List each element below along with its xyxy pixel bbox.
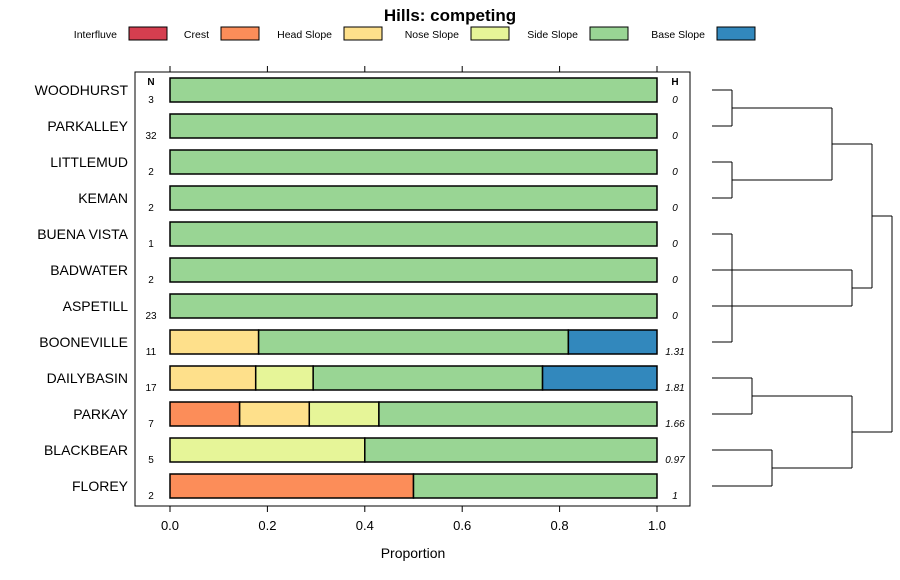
legend-label-side-slope: Side Slope <box>527 29 578 41</box>
bar-keman-side-slope <box>169 185 658 211</box>
bar-florey-crest <box>169 473 415 499</box>
legend-swatch-crest <box>220 26 260 41</box>
bar-booneville-head-slope <box>169 329 260 355</box>
x-axis: 0.0 0.2 0.4 0.6 0.8 1.0 <box>161 66 666 533</box>
bar-parkalley-side-slope <box>169 113 658 139</box>
bar-dailybasin-base-slope <box>541 365 658 391</box>
category-label-littlemud: LITTLEMUD <box>50 154 128 170</box>
bar-buena-vista-side-slope <box>169 221 658 247</box>
dendrogram <box>712 89 893 487</box>
n-value-woodhurst: 3 <box>148 95 154 106</box>
x-tick-label-0: 0.0 <box>161 518 179 533</box>
bar-blackbear-nose-slope <box>169 437 366 463</box>
bar-aspetill-side-slope <box>169 293 658 319</box>
bar-florey-side-slope <box>412 473 658 499</box>
category-label-woodhurst: WOODHURST <box>35 82 129 98</box>
x-tick-label-4: 0.8 <box>551 518 569 533</box>
x-tick-label-2: 0.4 <box>356 518 374 533</box>
h-value-dailybasin: 1.81 <box>665 383 684 394</box>
bar-blackbear-side-slope <box>364 437 658 463</box>
bars <box>169 77 658 499</box>
bar-parkay-nose-slope <box>308 401 380 427</box>
legend-label-head-slope: Head Slope <box>277 29 332 41</box>
bar-parkay-head-slope <box>238 401 311 427</box>
h-value-buena-vista: 0 <box>672 239 678 250</box>
x-tick-label-1: 0.2 <box>258 518 276 533</box>
bar-booneville-side-slope <box>257 329 570 355</box>
bar-dailybasin-side-slope <box>312 365 544 391</box>
legend-swatch-head-slope <box>343 26 383 41</box>
category-label-blackbear: BLACKBEAR <box>44 442 128 458</box>
h-value-littlemud: 0 <box>672 167 678 178</box>
legend-swatch-side-slope <box>589 26 629 41</box>
bar-parkay-crest <box>169 401 241 427</box>
h-value-booneville: 1.31 <box>665 347 684 358</box>
n-value-badwater: 2 <box>148 275 154 286</box>
bar-parkay-side-slope <box>378 401 658 427</box>
n-value-parkay: 7 <box>148 419 154 430</box>
n-value-dailybasin: 17 <box>145 383 157 394</box>
legend: Interfluve Crest Head Slope Nose Slope Side … <box>74 26 756 41</box>
h-column-header: H <box>671 77 678 88</box>
bar-booneville-base-slope <box>567 329 658 355</box>
bar-dailybasin-nose-slope <box>254 365 314 391</box>
category-label-buena-vista: BUENA VISTA <box>37 226 128 242</box>
category-label-booneville: BOONEVILLE <box>39 334 128 350</box>
n-value-booneville: 11 <box>146 347 157 358</box>
n-value-florey: 2 <box>148 491 154 502</box>
n-value-blackbear: 5 <box>148 455 154 466</box>
x-tick-label-5: 1.0 <box>648 518 666 533</box>
h-value-parkay: 1.66 <box>665 419 685 430</box>
h-value-keman: 0 <box>672 203 678 214</box>
plot-frame <box>134 71 691 507</box>
category-label-badwater: BADWATER <box>50 262 128 278</box>
row-labels: WOODHURST 3 0 PARKALLEY 32 0 LITTLEMUD 2 0 KEMAN 2… <box>35 82 685 502</box>
n-value-keman: 2 <box>148 203 154 214</box>
legend-label-interfluve: Interfluve <box>74 29 117 41</box>
legend-swatch-nose-slope <box>470 26 510 41</box>
h-value-parkalley: 0 <box>672 131 678 142</box>
legend-swatch-interfluve <box>128 26 168 41</box>
bar-woodhurst-side-slope <box>169 77 658 103</box>
h-value-blackbear: 0.97 <box>665 455 685 466</box>
x-axis-title: Proportion <box>381 545 446 561</box>
bar-littlemud-side-slope <box>169 149 658 175</box>
category-label-dailybasin: DAILYBASIN <box>47 370 128 386</box>
chart-title: Hills: competing <box>384 6 516 25</box>
n-value-parkalley: 32 <box>145 131 157 142</box>
n-value-littlemud: 2 <box>148 167 154 178</box>
category-label-parkalley: PARKALLEY <box>47 118 128 134</box>
legend-swatch-base-slope <box>716 26 756 41</box>
x-tick-label-3: 0.6 <box>453 518 471 533</box>
category-label-keman: KEMAN <box>78 190 128 206</box>
category-label-parkay: PARKAY <box>73 406 128 422</box>
n-value-aspetill: 23 <box>145 311 157 322</box>
category-label-florey: FLOREY <box>72 478 129 494</box>
legend-label-base-slope: Base Slope <box>651 29 705 41</box>
category-label-aspetill: ASPETILL <box>63 298 129 314</box>
legend-label-nose-slope: Nose Slope <box>405 29 459 41</box>
h-value-badwater: 0 <box>672 275 678 286</box>
bar-dailybasin-head-slope <box>169 365 257 391</box>
n-column-header: N <box>147 77 154 88</box>
h-value-woodhurst: 0 <box>672 95 678 106</box>
bar-badwater-side-slope <box>169 257 658 283</box>
h-value-florey: 1 <box>672 491 678 502</box>
h-value-aspetill: 0 <box>672 311 678 322</box>
legend-label-crest: Crest <box>184 29 209 41</box>
n-value-buena-vista: 1 <box>148 239 154 250</box>
